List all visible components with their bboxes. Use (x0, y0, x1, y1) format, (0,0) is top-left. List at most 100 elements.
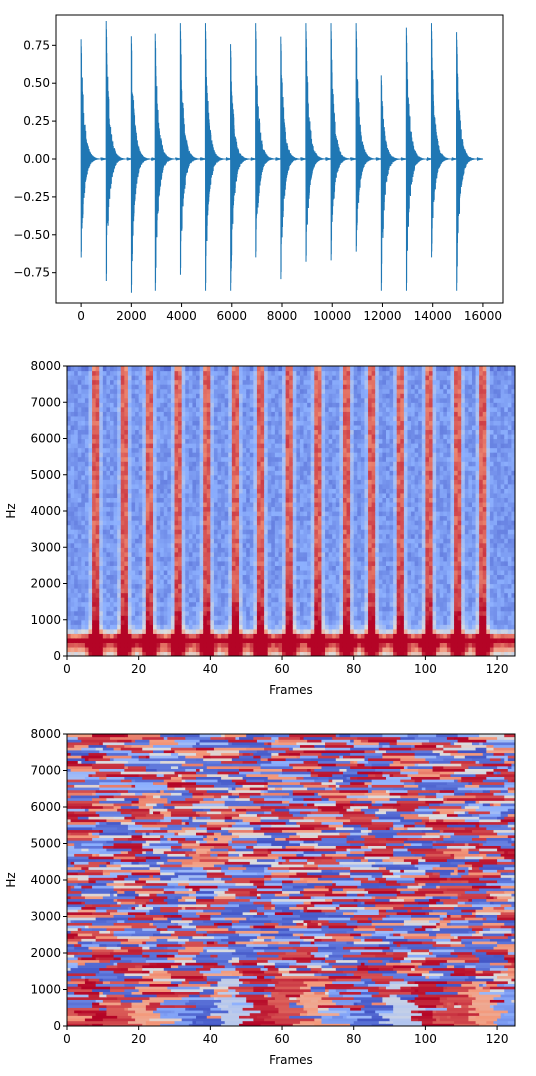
magnitude-cell (317, 588, 323, 594)
magnitude-cell (70, 479, 75, 485)
magnitude-cell (131, 642, 136, 648)
magnitude-cell (196, 429, 201, 435)
magnitude-cell (88, 488, 93, 494)
magnitude-cell (264, 565, 269, 571)
magnitude-cell (120, 375, 125, 381)
magnitude-cell (332, 456, 337, 462)
magnitude-cell (224, 402, 229, 408)
magnitude-cell (203, 538, 208, 544)
magnitude-cell (70, 415, 75, 421)
magnitude-cell (160, 578, 165, 585)
magnitude-cell (278, 615, 283, 621)
magnitude-cell (299, 388, 305, 394)
magnitude-cell (310, 615, 315, 621)
magnitude-cell (217, 456, 222, 462)
magnitude-cell (292, 456, 297, 462)
magnitude-cell (95, 411, 100, 417)
magnitude-cell (117, 578, 122, 585)
magnitude-cell (314, 397, 319, 403)
magnitude-cell (253, 515, 258, 521)
magnitude-cell (253, 651, 258, 656)
magnitude-cell (110, 551, 115, 557)
magnitude-cell (289, 465, 294, 471)
magnitude-cell (228, 406, 233, 412)
magnitude-cell (292, 433, 297, 440)
magnitude-cell (160, 456, 165, 462)
magnitude-cell (178, 420, 183, 426)
magnitude-cell (99, 533, 104, 539)
magnitude-cell (221, 402, 226, 408)
magnitude-cell (174, 615, 179, 621)
magnitude-cell (264, 393, 269, 399)
magnitude-cell (335, 565, 340, 571)
magnitude-cell (206, 465, 211, 471)
magnitude-cell (156, 615, 161, 621)
magnitude-cell (256, 424, 262, 431)
magnitude-cell (156, 497, 161, 503)
magnitude-cell (192, 511, 197, 517)
magnitude-cell (174, 511, 179, 517)
magnitude-cell (239, 511, 244, 517)
magnitude-cell (206, 556, 211, 562)
magnitude-cell (117, 506, 122, 512)
magnitude-cell (325, 610, 330, 616)
magnitude-cell (328, 597, 333, 603)
magnitude-cell (303, 488, 308, 494)
magnitude-cell (102, 511, 108, 517)
magnitude-cell (95, 497, 100, 503)
magnitude-cell (131, 443, 136, 449)
magnitude-cell (328, 501, 333, 508)
magnitude-cell (67, 592, 72, 598)
magnitude-cell (292, 556, 297, 562)
magnitude-cell (267, 474, 272, 480)
magnitude-cell (77, 597, 82, 603)
magnitude-cell (317, 583, 323, 589)
magnitude-cell (131, 470, 136, 476)
magnitude-cell (332, 547, 337, 553)
magnitude-cell (314, 388, 319, 394)
magnitude-cell (235, 402, 240, 408)
magnitude-cell (249, 628, 254, 634)
magnitude-cell (181, 483, 186, 489)
magnitude-cell (239, 483, 244, 489)
magnitude-cell (131, 397, 136, 403)
magnitude-cell (74, 393, 79, 399)
magnitude-cell (88, 574, 93, 580)
magnitude-cell (145, 542, 151, 548)
magnitude-cell (138, 366, 143, 372)
magnitude-cell (149, 474, 154, 480)
magnitude-cell (335, 384, 340, 390)
magnitude-cell (274, 578, 280, 585)
magnitude-cell (339, 529, 344, 535)
magnitude-cell (153, 551, 158, 557)
magnitude-cell (325, 633, 330, 639)
magnitude-cell (264, 483, 269, 489)
magnitude-cell (160, 619, 165, 625)
magnitude-cell (203, 479, 208, 485)
magnitude-cell (267, 556, 272, 562)
magnitude-cell (84, 542, 90, 548)
magnitude-cell (239, 492, 244, 499)
magnitude-cell (199, 470, 204, 476)
magnitude-cell (113, 592, 118, 598)
magnitude-cell (314, 551, 319, 557)
magnitude-cell (256, 456, 262, 462)
magnitude-cell (289, 406, 294, 412)
magnitude-cell (102, 497, 108, 503)
magnitude-cell (260, 542, 265, 548)
magnitude-cell (303, 565, 308, 571)
magnitude-cell (274, 452, 280, 458)
magnitude-cell (185, 606, 190, 612)
magnitude-cell (113, 547, 118, 553)
magnitude-cell (117, 461, 122, 467)
magnitude-cell (149, 637, 154, 644)
magnitude-cell (102, 479, 108, 485)
magnitude-cell (274, 646, 280, 653)
magnitude-cell (135, 619, 140, 625)
magnitude-cell (260, 470, 265, 476)
magnitude-cell (303, 642, 308, 648)
magnitude-cell (221, 628, 226, 634)
magnitude-cell (332, 424, 337, 431)
magnitude-cell (303, 597, 308, 603)
magnitude-cell (321, 637, 326, 644)
